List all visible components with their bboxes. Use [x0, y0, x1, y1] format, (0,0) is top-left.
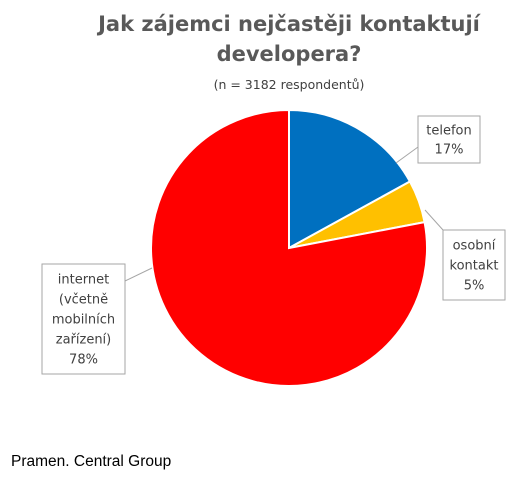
- callout-label-internet-2: (včetně: [59, 293, 108, 308]
- callout-label-osobni-kontakt-2: kontakt: [450, 259, 499, 274]
- callout-osobni-kontakt: osobní kontakt 5%: [424, 209, 506, 301]
- callout-box-osobni-kontakt: [442, 229, 506, 301]
- callout-internet: internet (včetně mobilních zařízení) 78%: [41, 263, 153, 375]
- data-callouts: telefon 17% osobní kontakt 5% internet (včetně…: [41, 115, 506, 375]
- callout-label-internet-1: internet: [58, 273, 109, 288]
- chart-title-line-1: Jak zájemci nejčastěji kontaktují: [96, 12, 482, 36]
- callout-label-osobni-kontakt-3: 5%: [464, 279, 485, 294]
- pie-slices: [150, 108, 428, 387]
- callout-label-telefon-1: telefon: [426, 124, 471, 139]
- leader-line-telefon: [395, 146, 419, 164]
- pie-slice-telefon: [288, 108, 412, 250]
- chart-title-line-2: developera?: [217, 42, 362, 66]
- callout-box-internet: [41, 263, 126, 375]
- callout-label-internet-5: 78%: [69, 353, 98, 368]
- chart-title: Jak zájemci nejčastěji kontaktují develop…: [96, 12, 482, 66]
- pie-chart: Jak zájemci nejčastěji kontaktují develop…: [41, 12, 506, 387]
- chart-subtitle: (n = 3182 respondentů): [214, 77, 365, 92]
- callout-telefon: telefon 17%: [395, 115, 481, 164]
- callout-label-osobni-kontakt-1: osobní: [453, 239, 496, 254]
- callout-label-internet-3: mobilních: [52, 313, 115, 328]
- pie-slice-internet: [150, 108, 428, 387]
- leader-line-internet: [124, 267, 153, 282]
- callout-box-telefon: [417, 115, 481, 164]
- callout-label-telefon-2: 17%: [435, 143, 464, 158]
- callout-label-internet-4: zařízení): [56, 333, 112, 348]
- source-note: Pramen. Central Group: [11, 453, 172, 470]
- leader-line-osobni-kontakt: [424, 209, 444, 231]
